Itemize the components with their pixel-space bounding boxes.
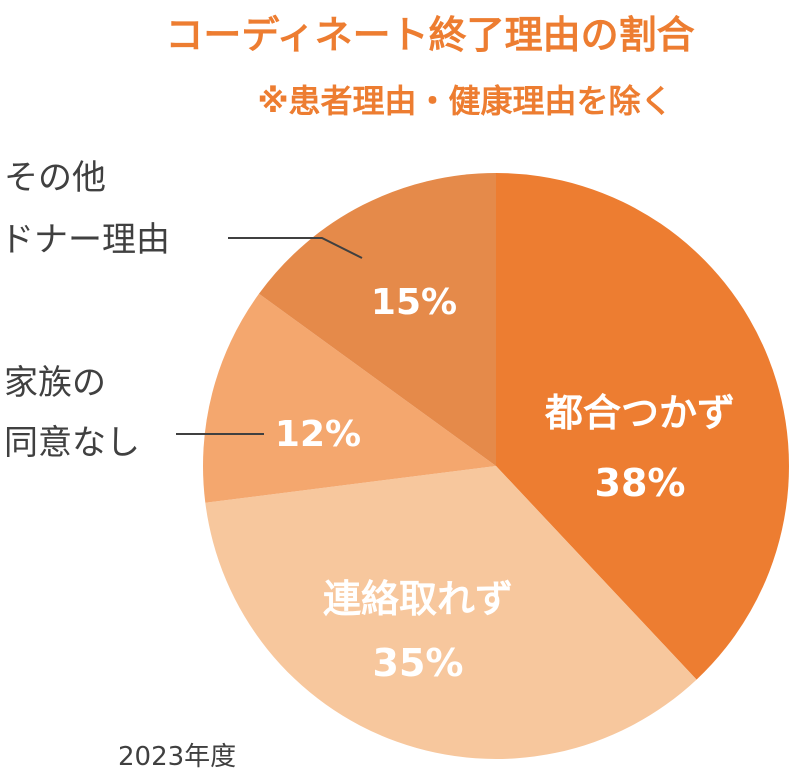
leader-line-other-donor	[228, 237, 363, 259]
label-family-line1: 家族の	[4, 363, 106, 403]
label-family-line2: 同意なし	[4, 423, 140, 463]
slice-value-other-donor: 15%	[371, 282, 457, 323]
slice-value-renraku: 35%	[373, 641, 464, 685]
chart-title: コーディネート終了理由の割合	[165, 13, 695, 57]
slice-tsugou	[496, 173, 790, 680]
chart-subtitle: ※患者理由・健康理由を除く	[257, 82, 673, 120]
slice-renraku	[205, 466, 697, 760]
pie-slices	[203, 173, 790, 760]
slice-labels: 都合つかず 38% 連絡取れず 35% 12% 15%	[275, 282, 735, 685]
year-label: 2023年度	[118, 742, 237, 772]
slice-label-tsugou: 都合つかず	[544, 391, 735, 435]
slice-label-renraku: 連絡取れず	[323, 577, 513, 621]
slice-value-family: 12%	[275, 414, 361, 455]
label-other-donor-line2: ドナー理由	[0, 220, 170, 260]
slice-other-donor	[258, 173, 496, 466]
leader-lines	[176, 237, 363, 435]
slice-family	[203, 293, 496, 503]
slice-value-tsugou: 38%	[595, 461, 686, 505]
label-other-donor-line1: その他	[4, 158, 106, 198]
